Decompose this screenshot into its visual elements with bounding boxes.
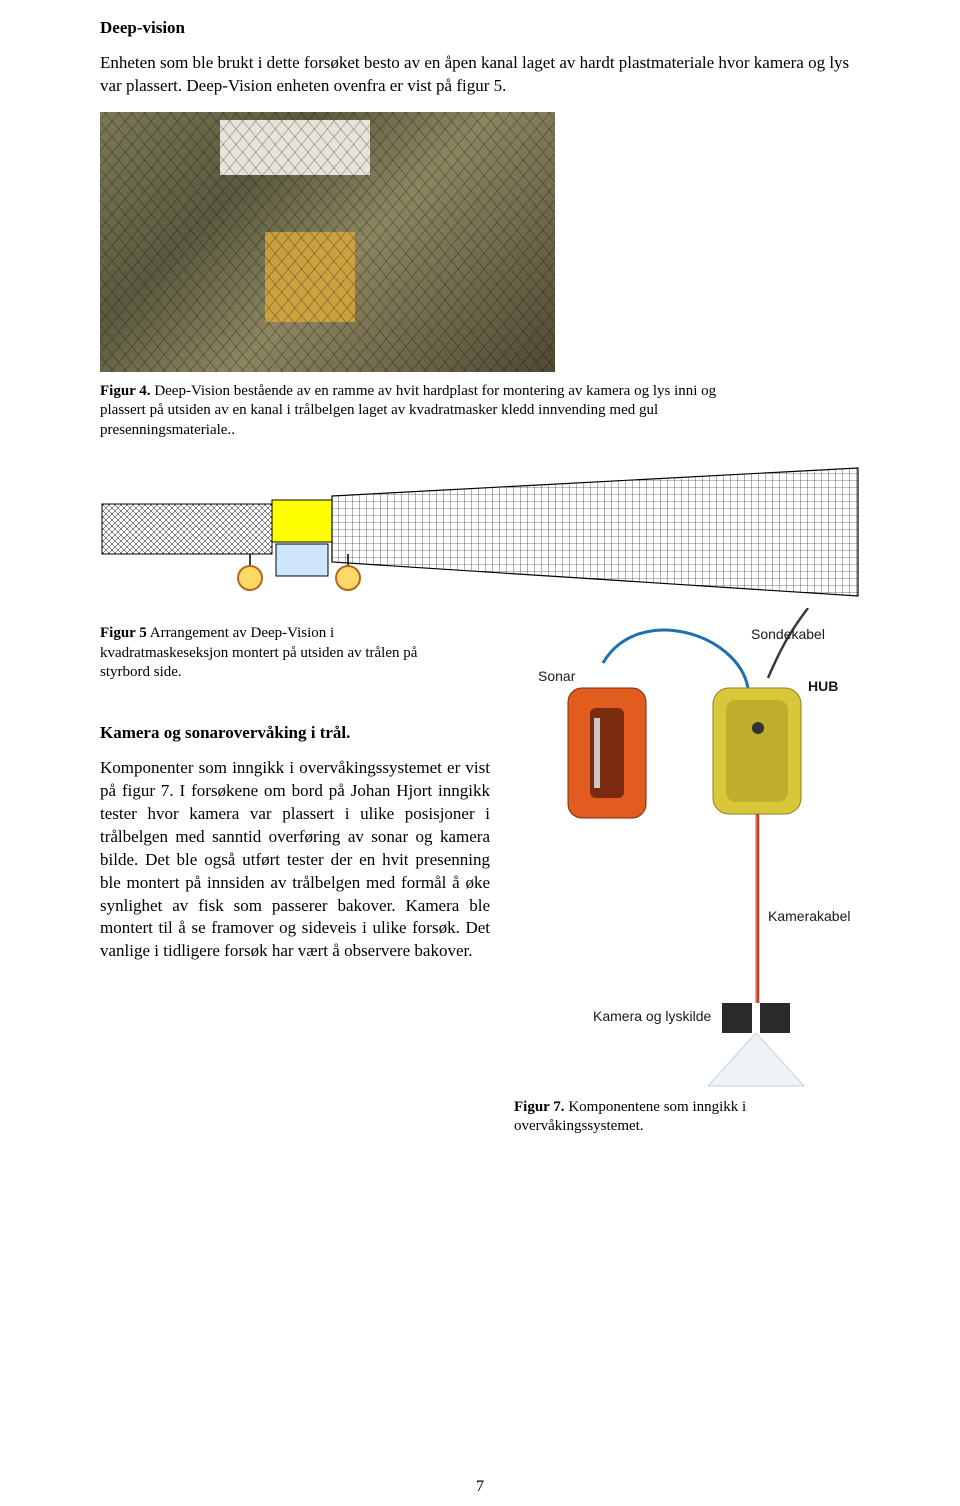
page-title: Deep-vision bbox=[100, 18, 860, 38]
figure7-caption: Figur 7. Komponentene som inngikk i over… bbox=[514, 1098, 814, 1137]
figure7-label-hub: HUB bbox=[808, 678, 838, 694]
figure7-label-sondekabel: Sondekabel bbox=[751, 626, 825, 642]
figure5-diagram bbox=[100, 466, 860, 616]
figure4-caption-label: Figur 4. bbox=[100, 383, 151, 399]
figure7-label-sonar: Sonar bbox=[538, 668, 575, 684]
figure7-label-kamerakabel: Kamerakabel bbox=[768, 908, 851, 924]
figure4-caption-text: Deep-Vision bestående av en ramme av hvi… bbox=[100, 383, 716, 438]
figure5-caption: Figur 5 Arrangement av Deep-Vision i kva… bbox=[100, 624, 460, 683]
intro-paragraph: Enheten som ble brukt i dette forsøket b… bbox=[100, 52, 860, 98]
section-body: Komponenter som inngikk i overvåkingssys… bbox=[100, 757, 490, 963]
figure4-image bbox=[100, 112, 555, 372]
figure7-label-kamera-lys: Kamera og lyskilde bbox=[593, 1008, 711, 1024]
figure7-diagram: Sonar Sondekabel HUB Kamerakabel Kamera … bbox=[508, 608, 848, 1088]
figure5-caption-text: Arrangement av Deep-Vision i kvadratmask… bbox=[100, 625, 417, 680]
page-number: 7 bbox=[476, 1478, 484, 1496]
figure5-caption-label: Figur 5 bbox=[100, 625, 147, 641]
figure7-caption-label: Figur 7. bbox=[514, 1099, 565, 1115]
figure4-caption: Figur 4. Deep-Vision bestående av en ram… bbox=[100, 382, 720, 441]
section-heading: Kamera og sonarovervåking i trål. bbox=[100, 723, 490, 743]
